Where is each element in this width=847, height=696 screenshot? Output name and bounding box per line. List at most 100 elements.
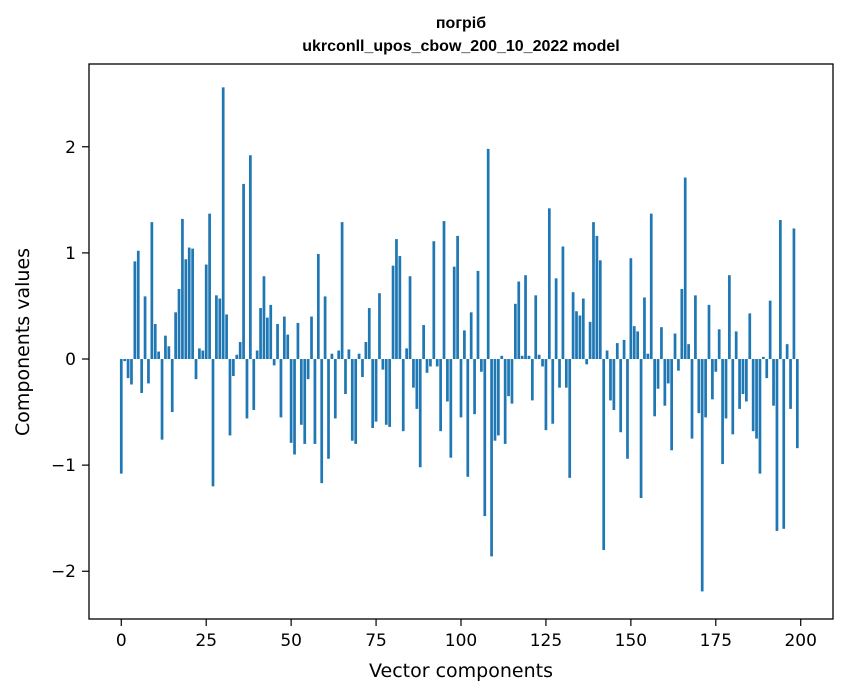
bar-113 [503,359,507,444]
bar-135 [578,315,582,360]
bar-125 [544,359,548,431]
bar-68 [350,359,354,441]
bar-78 [384,359,388,425]
bar-26 [208,213,211,360]
bar-122 [534,295,538,360]
bar-93 [435,359,439,367]
bar-159 [660,327,663,360]
plot-frame [88,63,834,620]
bar-126 [547,208,551,360]
bar-194 [778,219,782,360]
bar-196 [785,344,789,360]
bar-178 [724,359,728,419]
bar-43 [266,317,269,360]
bar-88 [418,359,422,468]
bar-199 [795,359,799,449]
bar-143 [605,350,609,360]
bar-70 [357,353,361,360]
bar-140 [595,235,599,360]
bar-186 [751,359,755,432]
bar-111 [497,359,500,436]
bar-179 [728,275,731,360]
x-tick-label-150: 150 [615,631,647,651]
bar-103 [469,312,473,360]
bar-166 [683,177,687,360]
bar-155 [646,353,650,360]
bar-44 [269,304,273,360]
bar-130 [561,246,565,360]
bar-102 [466,359,470,477]
bar-188 [758,359,762,474]
bar-86 [412,359,415,388]
bar-12 [160,359,164,440]
bar-28 [215,295,218,360]
bar-30 [221,87,225,360]
bar-112 [500,355,504,360]
bar-173 [707,304,711,360]
bar-161 [666,359,670,384]
bar-160 [663,359,667,406]
x-tick-label-200: 200 [784,631,816,651]
bar-99 [456,235,459,360]
bar-83 [401,359,405,432]
bar-158 [656,359,660,389]
bar-101 [463,330,466,360]
bar-164 [677,359,680,371]
bar-6 [140,359,144,393]
bar-145 [612,359,616,410]
bar-134 [575,311,578,360]
bar-61 [327,359,330,459]
bar-167 [687,344,690,360]
bar-150 [629,258,633,360]
bar-36 [242,183,245,360]
bar-133 [571,292,575,359]
bar-60 [323,296,327,360]
bar-110 [493,359,497,441]
bar-81 [395,239,398,360]
bar-141 [598,260,602,360]
bar-69 [354,359,358,444]
x-tick-label-0: 0 [116,631,127,651]
bar-19 [184,259,188,360]
bar-16 [174,312,177,360]
bar-97 [449,359,453,458]
bar-3 [130,359,133,385]
bar-13 [164,335,167,360]
bar-100 [459,359,463,418]
bar-49 [286,334,290,360]
bar-106 [480,359,483,372]
bar-38 [249,155,252,360]
bar-92 [432,241,436,360]
bar-23 [198,348,201,360]
bar-45 [272,359,276,366]
bar-175 [714,359,718,372]
bar-169 [694,295,697,360]
bar-87 [415,359,419,409]
bar-22 [194,359,198,380]
bar-182 [738,359,741,409]
bar-74 [371,359,375,428]
bar-62 [330,353,334,360]
bar-193 [775,359,779,531]
bar-4 [133,261,137,360]
bar-147 [619,359,623,433]
bar-53 [299,359,303,425]
bar-151 [632,326,636,360]
bar-54 [303,359,307,444]
bar-0 [119,359,123,474]
bar-185 [748,313,752,360]
bar-127 [551,359,555,424]
bar-189 [762,356,765,360]
bar-15 [170,359,174,413]
bar-153 [639,359,643,499]
bar-46 [276,323,279,360]
bar-42 [262,276,266,360]
bar-142 [602,359,606,551]
bar-170 [697,359,701,414]
y-tick-label-0: 0 [65,350,76,370]
bar-138 [588,321,592,360]
bar-73 [367,308,371,360]
bar-65 [340,222,344,360]
bar-8 [147,359,150,384]
bar-157 [653,359,656,417]
